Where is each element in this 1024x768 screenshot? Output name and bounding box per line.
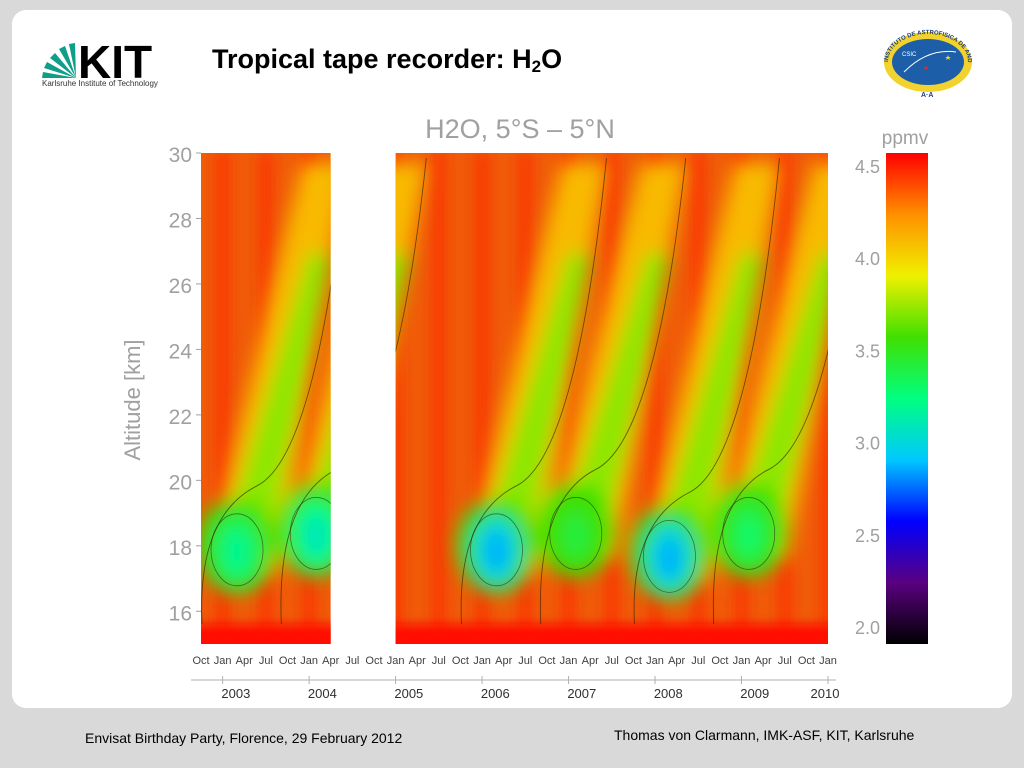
title-subscript: 2 bbox=[531, 57, 542, 76]
kit-logo-graphic: KIT bbox=[42, 36, 152, 88]
seal-orbit bbox=[903, 50, 957, 73]
slide-background bbox=[12, 10, 1012, 708]
kit-logo: KIT bbox=[40, 32, 170, 88]
footer-event: Envisat Birthday Party, Florence, 29 Feb… bbox=[85, 730, 403, 746]
kit-logo-subtitle: Karlsruhe Institute of Technology bbox=[42, 79, 158, 88]
iaa-seal-logo: INSTITUTO DE ASTROFISICA DE ANDALUCIA CS… bbox=[876, 26, 972, 99]
seal-star-icon bbox=[923, 65, 929, 70]
footer-author: Thomas von Clarmann, IMK-ASF, KIT, Karls… bbox=[614, 727, 915, 743]
kit-logo-text: KIT bbox=[78, 36, 152, 88]
seal-star-icon-2 bbox=[945, 55, 951, 60]
seal-bottom-text: A·A bbox=[921, 92, 933, 99]
title-main: Tropical tape recorder: H bbox=[212, 44, 532, 74]
kit-fan-icon bbox=[42, 43, 76, 78]
seal-badge: CSIC bbox=[902, 52, 917, 58]
page-title: Tropical tape recorder: H2O bbox=[212, 44, 562, 77]
seal-center bbox=[892, 39, 964, 85]
title-end: O bbox=[541, 44, 563, 74]
